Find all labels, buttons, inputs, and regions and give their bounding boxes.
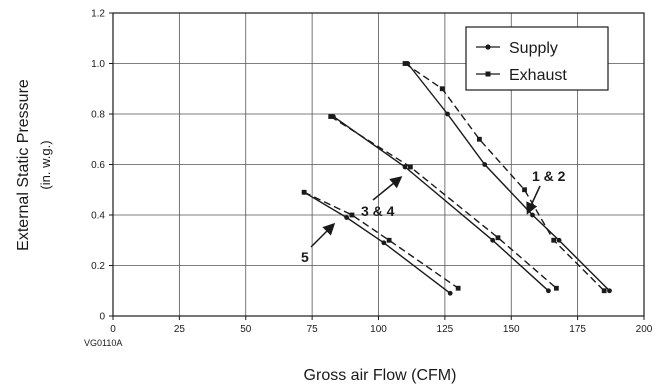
data-point-exhaust-1-2 [601, 288, 607, 294]
callout-layer: 1 & 2 3 & 4 5 [301, 168, 566, 265]
data-point-supply-1-2 [530, 212, 535, 218]
callout-arrow-3-4 [372, 176, 403, 201]
series-line-supply-5 [303, 191, 451, 294]
data-point-exhaust-1-2 [551, 237, 557, 243]
figure-code: VG0110A [84, 338, 122, 348]
legend-exhaust-marker [485, 71, 491, 77]
callout-arrow-1-2 [526, 185, 541, 215]
x-tick-label: 0 [110, 324, 116, 335]
y-tick-label: 1.0 [91, 59, 105, 70]
series-line-exhaust-1-2 [404, 62, 605, 292]
y-tick-label: 0.6 [91, 160, 105, 171]
y-tick-label: 1.2 [91, 9, 105, 20]
y-tick-label: 0.8 [91, 110, 105, 121]
x-tick-label: 150 [503, 324, 520, 335]
data-point-exhaust-1-2 [439, 86, 445, 92]
y-axis-title-group: External Static Pressure (in. w.g.) [15, 79, 53, 251]
x-tick-label: 200 [636, 324, 653, 335]
y-axis-units: (in. w.g.) [38, 140, 53, 189]
callout-label-1-2: 1 & 2 [532, 168, 566, 184]
series-line-supply-1-2 [407, 63, 610, 292]
data-point-exhaust-3-4 [553, 285, 559, 291]
x-tick-label: 125 [437, 324, 454, 335]
callout-label-5: 5 [301, 249, 309, 265]
data-point-supply-5 [447, 290, 453, 296]
x-tick-label: 50 [240, 324, 252, 335]
y-axis-title: External Static Pressure [15, 79, 32, 251]
data-point-supply-1-2 [556, 237, 562, 243]
x-tick-label: 25 [174, 324, 186, 335]
data-point-exhaust-1-2 [522, 187, 527, 193]
x-axis-title: Gross air Flow (CFM) [304, 367, 457, 384]
legend: Supply Exhaust [465, 26, 609, 91]
data-point-supply-3-4 [546, 288, 551, 294]
y-tick-label: 0.4 [91, 211, 105, 222]
callout-arrow-5 [310, 222, 336, 248]
series-line-exhaust-5 [303, 191, 459, 289]
y-axis-ticks: 0 0.2 0.4 0.6 0.8 1.0 1.2 [91, 9, 113, 323]
data-point-exhaust-5 [455, 285, 461, 291]
data-point-supply-3-4 [490, 237, 496, 243]
legend-exhaust-label: Exhaust [509, 67, 567, 84]
x-tick-label: 100 [370, 324, 387, 335]
data-point-exhaust-5 [386, 237, 392, 243]
data-point-exhaust-1-2 [402, 61, 408, 66]
y-tick-label: 0 [99, 312, 105, 323]
callout-label-3-4: 3 & 4 [361, 203, 395, 219]
data-point-supply-5 [344, 215, 350, 220]
data-point-supply-3-4 [402, 164, 408, 170]
series-layer [301, 61, 612, 296]
data-point-exhaust-1-2 [476, 136, 482, 142]
data-point-supply-1-2 [482, 162, 488, 167]
data-point-exhaust-5 [301, 189, 307, 195]
data-point-supply-5 [381, 240, 387, 246]
data-point-exhaust-3-4 [495, 235, 501, 241]
y-tick-label: 0.2 [91, 261, 105, 272]
data-point-exhaust-5 [349, 212, 355, 218]
data-point-supply-1-2 [445, 111, 450, 117]
legend-supply-label: Supply [509, 40, 558, 57]
data-point-exhaust-3-4 [328, 114, 334, 119]
x-axis-ticks: 0 25 50 75 100 125 150 175 200 [110, 316, 653, 335]
legend-box [465, 26, 609, 91]
x-tick-label: 175 [569, 324, 586, 335]
data-point-exhaust-3-4 [407, 164, 413, 170]
data-point-supply-1-2 [607, 288, 612, 294]
series-line-exhaust-3-4 [330, 115, 557, 289]
legend-supply-marker [485, 44, 491, 50]
x-tick-label: 75 [307, 324, 319, 335]
